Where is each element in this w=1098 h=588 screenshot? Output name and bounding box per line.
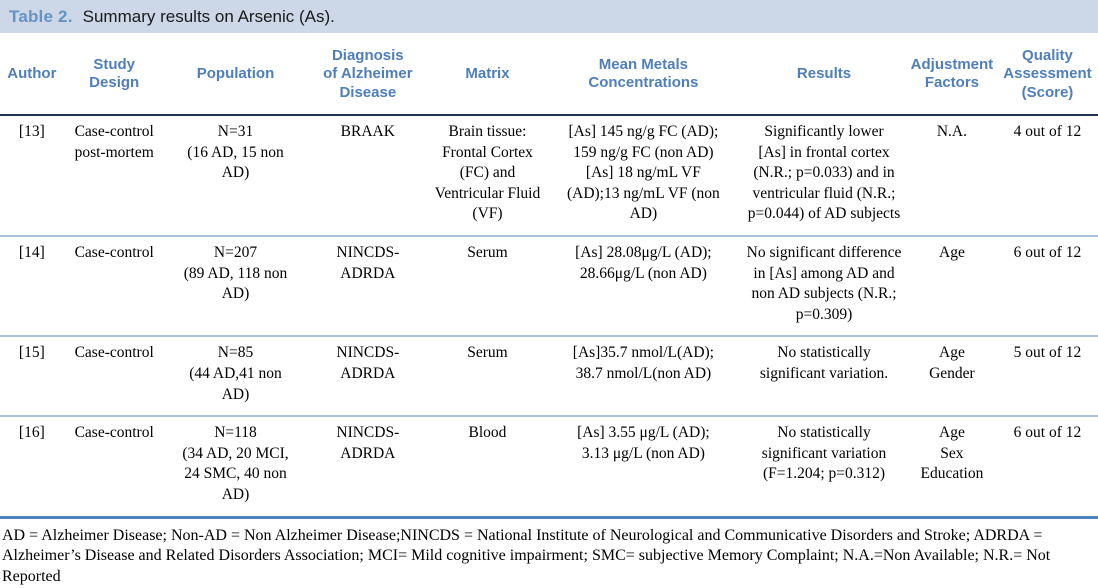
cell-quality: 6 out of 12 [996, 235, 1098, 338]
cell-author: [13] [0, 114, 64, 237]
table-footnote: AD = Alzheimer Disease; Non-AD = Non Alz… [2, 526, 1051, 586]
cell-author: [15] [0, 336, 64, 418]
cell-matrix: Serum [429, 336, 546, 418]
cell-study-design: Case-control [63, 336, 165, 418]
cell-concentrations: [As]35.7 nmol/L(AD); 38.7 nmol/L(non AD) [545, 336, 742, 418]
cell-study-design: Case-control post-mortem [63, 114, 165, 237]
cell-quality: 5 out of 12 [996, 336, 1098, 418]
cell-population: N=85 (44 AD,41 non AD) [164, 336, 307, 418]
cell-concentrations: [As] 3.55 μg/L (AD); 3.13 μg/L (non AD) [545, 416, 742, 519]
table-caption-bar: Table 2. Summary results on Arsenic (As)… [0, 0, 1098, 33]
cell-author: [16] [0, 416, 64, 519]
table-number-label: Table 2. [9, 6, 73, 26]
table-row: [14] Case-control N=207 (89 AD, 118 non … [0, 235, 1098, 338]
cell-population: N=31 (16 AD, 15 non AD) [164, 114, 307, 237]
cell-results: No significant difference in [As] among … [741, 235, 907, 338]
header-row: Author Study Design Population Diagnosis… [0, 33, 1098, 116]
col-header-diagnosis: Diagnosis of Alzheimer Disease [306, 33, 430, 116]
col-header-quality: Quality Assessment (Score) [996, 33, 1098, 116]
cell-adjustment: Age Sex Education [906, 416, 997, 519]
table-caption-text: Summary results on Arsenic (As). [82, 6, 335, 26]
cell-study-design: Case-control [63, 416, 165, 519]
col-header-study-design: Study Design [63, 33, 165, 116]
cell-matrix: Brain tissue: Frontal Cortex (FC) and Ve… [429, 114, 546, 237]
cell-diagnosis: NINCDS- ADRDA [306, 416, 430, 519]
col-header-author: Author [0, 33, 64, 116]
table-row: [15] Case-control N=85 (44 AD,41 non AD)… [0, 336, 1098, 418]
cell-concentrations: [As] 145 ng/g FC (AD); 159 ng/g FC (non … [545, 114, 742, 237]
cell-diagnosis: BRAAK [306, 114, 430, 237]
cell-results: No statistically significant variation. [741, 336, 907, 418]
cell-matrix: Blood [429, 416, 546, 519]
col-header-adjustment: Adjustment Factors [906, 33, 997, 116]
col-header-results: Results [741, 33, 907, 116]
table-row: [13] Case-control post-mortem N=31 (16 A… [0, 114, 1098, 237]
cell-concentrations: [As] 28.08μg/L (AD); 28.66μg/L (non AD) [545, 235, 742, 338]
cell-diagnosis: NINCDS- ADRDA [306, 235, 430, 338]
table-row: [16] Case-control N=118 (34 AD, 20 MCI, … [0, 416, 1098, 519]
cell-quality: 6 out of 12 [996, 416, 1098, 519]
cell-adjustment: Age Gender [906, 336, 997, 418]
cell-adjustment: Age [906, 235, 997, 338]
cell-adjustment: N.A. [906, 114, 997, 237]
cell-quality: 4 out of 12 [996, 114, 1098, 237]
col-header-concentrations: Mean Metals Concentrations [545, 33, 742, 116]
summary-table: Author Study Design Population Diagnosis… [0, 33, 1098, 519]
cell-author: [14] [0, 235, 64, 338]
cell-population: N=118 (34 AD, 20 MCI, 24 SMC, 40 non AD) [164, 416, 307, 519]
cell-diagnosis: NINCDS- ADRDA [306, 336, 430, 418]
cell-results: Significantly lower [As] in frontal cort… [741, 114, 907, 237]
cell-results: No statistically significant variation (… [741, 416, 907, 519]
cell-matrix: Serum [429, 235, 546, 338]
col-header-population: Population [164, 33, 307, 116]
table-header: Author Study Design Population Diagnosis… [0, 33, 1098, 116]
col-header-matrix: Matrix [429, 33, 546, 116]
cell-population: N=207 (89 AD, 118 non AD) [164, 235, 307, 338]
table-body: [13] Case-control post-mortem N=31 (16 A… [0, 114, 1098, 519]
cell-study-design: Case-control [63, 235, 165, 338]
